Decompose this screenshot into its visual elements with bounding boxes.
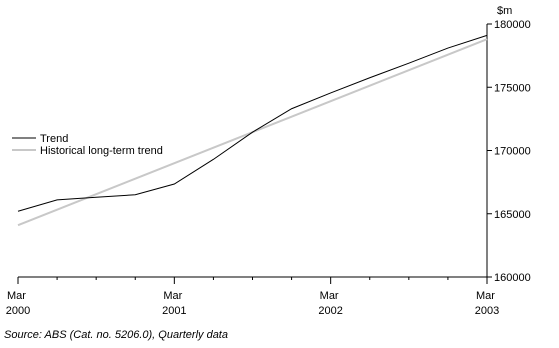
y-tick-label: 165000 — [494, 209, 531, 221]
y-tick-label: 170000 — [494, 146, 531, 158]
y-tick-label: 175000 — [494, 82, 531, 94]
legend-label: Historical long-term trend — [40, 145, 163, 157]
source-note: Source: ABS (Cat. no. 5206.0), Quarterly… — [4, 329, 228, 341]
legend-label: Trend — [40, 133, 68, 145]
x-tick-label: Mar 2002 — [318, 290, 342, 317]
y-tick-label: 180000 — [494, 19, 531, 31]
x-tick-label: Mar 2001 — [162, 290, 186, 317]
x-tick-label: Mar 2003 — [475, 290, 499, 317]
y-tick-label: 160000 — [494, 272, 531, 284]
y-axis-label: $m — [497, 5, 512, 17]
series-line — [17, 34, 488, 212]
x-tick-label: Mar 2000 — [6, 290, 30, 317]
